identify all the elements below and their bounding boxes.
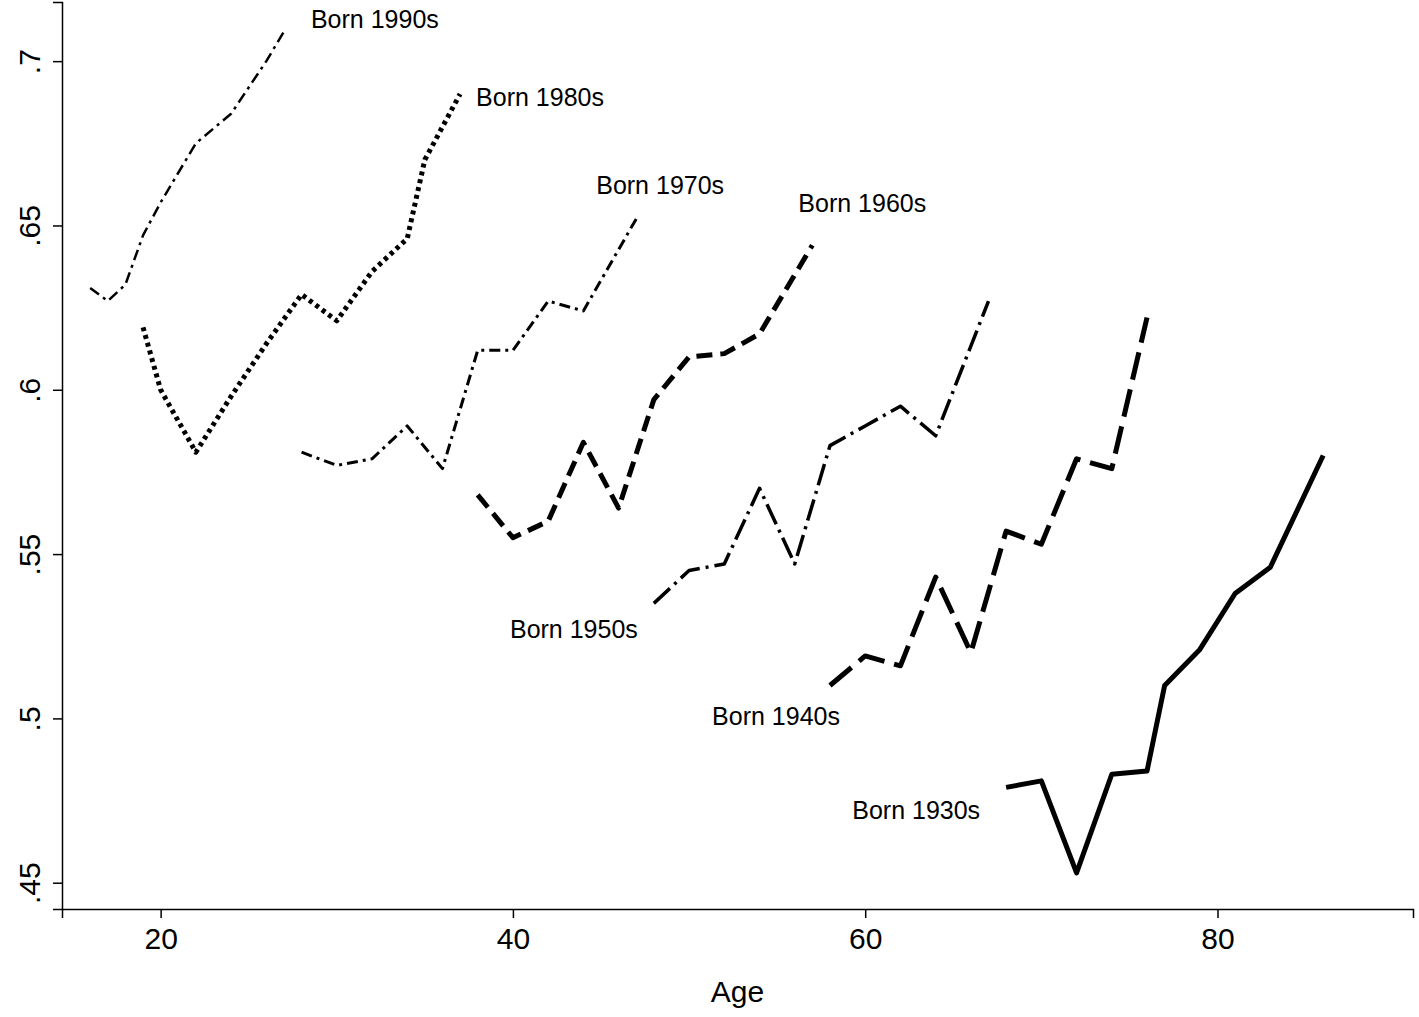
y-tick: .6 — [13, 378, 62, 403]
x-axis: 20 40 60 80 — [63, 909, 1414, 955]
y-tick: .45 — [13, 862, 62, 904]
y-tick-label: .65 — [13, 205, 46, 247]
series-labels: Born 1990s Born 1980s Born 1970s Born 1960s… — [311, 5, 980, 825]
chart: 20406080.45.5.55.6.65.7AgeBorn 1990sBorn… — [0, 0, 1419, 1017]
x-tick-label: 60 — [849, 922, 882, 955]
series-label: Born 1960s — [798, 189, 926, 217]
series-label: Born 1940s — [712, 702, 840, 730]
x-tick: 40 — [497, 909, 530, 955]
series-label: Born 1970s — [596, 171, 724, 199]
y-tick-mark — [53, 225, 62, 227]
x-axis-title: Age — [711, 975, 764, 1008]
y-tick: .5 — [13, 706, 62, 731]
x-tick-label: 80 — [1201, 922, 1234, 955]
x-tick-mark — [513, 909, 515, 918]
series-line — [1006, 456, 1323, 873]
y-tick-label: .7 — [13, 49, 46, 74]
x-tick-mark — [160, 909, 162, 918]
y-tick: .55 — [13, 534, 62, 576]
y-tick-label: .45 — [13, 862, 46, 904]
y-tick-mark — [53, 61, 62, 63]
x-tick-mark — [1217, 909, 1219, 918]
x-tick-label: 40 — [497, 922, 530, 955]
y-axis-line — [53, 3, 63, 910]
series-line — [143, 94, 460, 452]
y-axis: .45 .5 .55 .6 .65 .7 — [13, 3, 63, 910]
y-tick-mark — [53, 718, 62, 720]
plot: 20406080.45.5.55.6.65.7AgeBorn 1990sBorn… — [13, 3, 1414, 1009]
series-label: Born 1980s — [476, 83, 604, 111]
y-tick-mark — [53, 390, 62, 392]
y-tick-mark — [53, 554, 62, 556]
series-line — [478, 245, 813, 537]
y-tick: .7 — [13, 49, 62, 74]
y-tick-label: .5 — [13, 706, 46, 731]
y-tick-mark — [53, 882, 62, 884]
y-tick-label: .55 — [13, 534, 46, 576]
x-axis-line — [63, 910, 1414, 919]
x-tick: 20 — [144, 909, 177, 955]
series-line — [830, 317, 1147, 685]
x-tick: 80 — [1201, 909, 1234, 955]
y-tick: .65 — [13, 205, 62, 247]
y-tick-label: .6 — [13, 378, 46, 403]
x-tick-mark — [865, 909, 867, 918]
series-label: Born 1950s — [510, 615, 638, 643]
series-label: Born 1990s — [311, 5, 439, 33]
series-label: Born 1930s — [852, 796, 980, 824]
x-tick: 60 — [849, 909, 882, 955]
x-tick-label: 20 — [144, 922, 177, 955]
series-line — [90, 32, 284, 301]
series-line — [302, 219, 637, 469]
series-line — [654, 301, 989, 603]
lines — [90, 32, 1323, 873]
